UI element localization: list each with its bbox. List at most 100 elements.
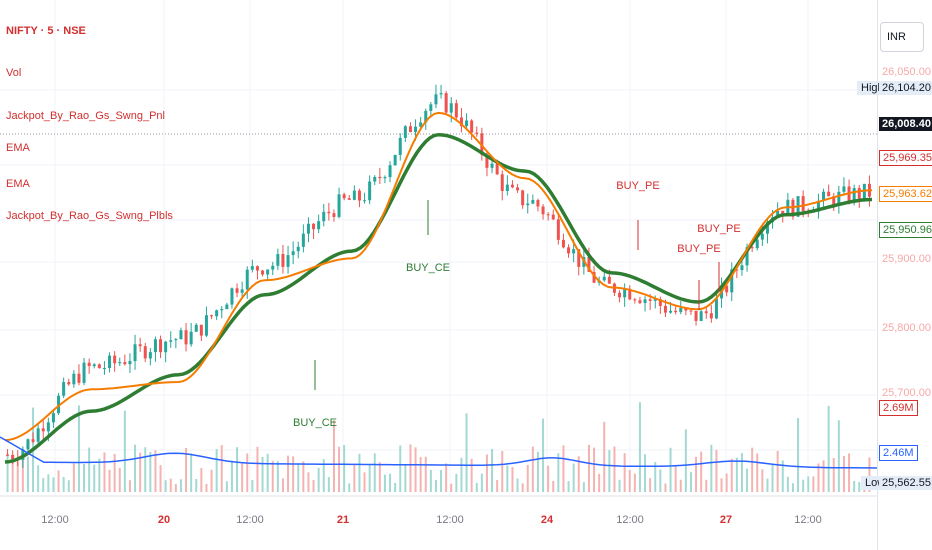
candle-body [454,103,458,118]
volume-bars [6,402,871,492]
candle-body [776,210,780,218]
pnl-legend[interactable]: Jackpot_By_Rao_Gs_Swng_Pnl [6,110,165,122]
candle-body [245,269,249,290]
volume-bar [6,453,9,492]
ema-fast-line [4,111,873,442]
volume-bar [542,418,545,492]
volume-bar [751,447,754,492]
candle-body [393,154,397,166]
candle-body [429,104,433,111]
volume-bar [373,453,376,492]
candle-body [500,174,504,191]
candle-body [470,120,474,133]
candle-body [291,251,295,256]
volume-bar [761,469,764,492]
volume-bar [98,458,101,492]
volume-bar [603,421,606,492]
volume-bar [256,446,259,492]
currency-selector[interactable]: INR [880,22,924,52]
ema2-legend[interactable]: EMA [6,178,30,190]
candle-body [857,188,861,199]
signal-label: BUY_CE [292,417,338,429]
candle-body [261,270,265,275]
ema1-legend[interactable]: EMA [6,142,30,154]
candle-body [765,222,769,234]
volume-bar [552,481,555,492]
candle-body [832,196,836,206]
volume-bar [190,453,193,492]
candle-body [128,361,132,365]
volume-bar [485,454,488,492]
candle-body [791,199,795,217]
volume-bar [113,453,116,492]
volume-bar [246,453,249,492]
volume-bar [88,447,91,492]
volume-bar [827,405,830,492]
candle-body [199,324,203,336]
volume-bar [868,457,871,492]
volume-bar [37,465,40,492]
volume-bar [215,449,218,492]
axis-tick: 25,700.00 [882,387,931,399]
candle-body [439,93,443,95]
time-axis-label: 20 [157,514,171,526]
volume-bar [440,469,443,492]
red-price-label: 25,969.35 [879,150,932,166]
volume-bar [317,467,320,492]
candle-body [760,233,764,240]
volume-bar [409,444,412,492]
volume-bar [394,482,397,492]
volume-bar [547,465,550,492]
volume-bar [149,452,152,492]
volume-bar [562,445,565,492]
candle-body [709,313,713,319]
candle-body [648,299,652,301]
candle-body [459,117,463,127]
candle-body [87,362,91,367]
volume-bar [598,473,601,492]
candle-body [194,324,198,332]
candle-body [725,285,729,293]
candle-body [62,382,66,396]
candle-body [6,454,10,456]
volume-bar [128,480,131,492]
candle-body [669,310,673,313]
volume-bar [343,445,346,492]
volume-bar [174,483,177,492]
vol-legend[interactable]: Vol [6,67,22,79]
candle-body [36,428,40,442]
volume-bar [103,452,106,492]
volume-bar [62,476,65,492]
candle-body [286,255,290,267]
candle-body [92,364,96,367]
candle-body [618,292,622,298]
candle-body [546,214,550,216]
candle-body [689,310,693,312]
volume-bar [271,460,274,492]
volume-bar [781,460,784,492]
plbls-legend[interactable]: Jackpot_By_Rao_Gs_Swng_Plbls [6,210,173,222]
candle-body [516,187,520,191]
volume-bar [480,473,483,492]
volume-bar [57,470,60,492]
candle-body [51,413,55,423]
candlesticks [6,84,871,468]
candle-body [842,186,846,192]
volume-bar [501,451,504,492]
symbol-legend[interactable]: NIFTY · 5 · NSE [6,25,86,37]
volume-bar [817,463,820,492]
candle-body [434,94,438,105]
high-price-label: 26,104.20 [879,81,932,95]
candle-body [41,428,45,432]
candle-body [118,362,122,364]
volume-bar [368,464,371,492]
volume-bar [445,463,448,492]
candle-body [745,247,749,266]
volume-bar [52,477,55,492]
candle-body [643,299,647,304]
volume-bar [16,461,19,492]
candle-body [567,247,571,254]
volume-bar [608,450,611,492]
volume-bar [287,455,290,492]
